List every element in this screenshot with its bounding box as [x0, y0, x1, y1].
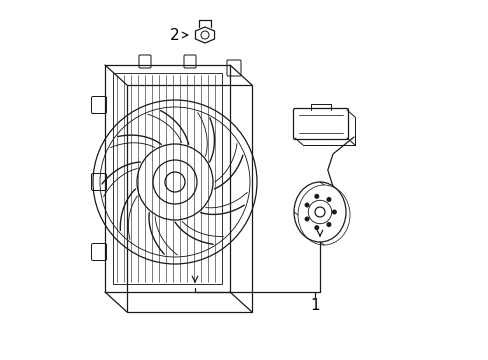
Circle shape — [326, 223, 330, 226]
Circle shape — [326, 198, 330, 201]
Circle shape — [314, 194, 318, 198]
Circle shape — [314, 226, 318, 229]
Circle shape — [305, 217, 308, 221]
Circle shape — [332, 210, 335, 214]
Text: 1: 1 — [309, 297, 319, 312]
Text: 2: 2 — [170, 27, 180, 42]
Circle shape — [305, 203, 308, 207]
